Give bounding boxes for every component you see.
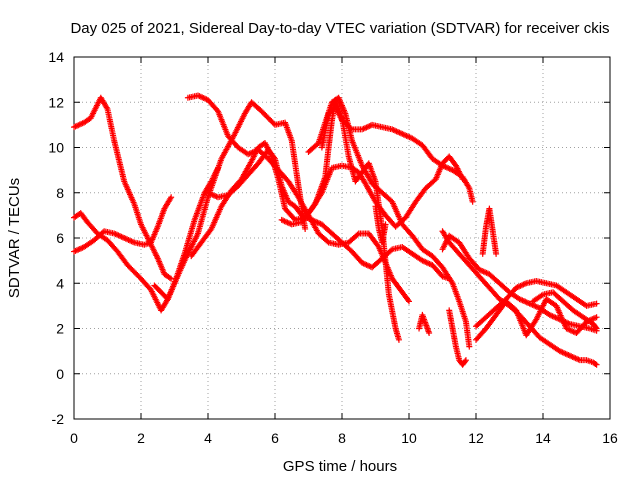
series-arc-16	[416, 311, 433, 337]
y-tick-label: 12	[48, 94, 64, 110]
series-arc-3	[71, 194, 175, 255]
x-tick-label: 16	[602, 430, 618, 446]
data-point	[426, 330, 433, 337]
data-point	[462, 358, 469, 365]
chart-title: Day 025 of 2021, Sidereal Day-to-day VTE…	[70, 20, 609, 37]
series-arc-17	[446, 307, 469, 368]
data-point	[302, 225, 309, 232]
data-point	[593, 361, 600, 368]
series-arc-19	[529, 289, 600, 332]
series-arc-13	[473, 277, 600, 330]
series-arc-9	[318, 103, 476, 205]
x-tick-label: 4	[204, 430, 212, 446]
series-arc-10	[278, 153, 466, 230]
series-arc-14	[473, 296, 600, 343]
data-point	[466, 343, 473, 350]
data-point	[593, 300, 600, 307]
series-arc-7	[205, 146, 453, 282]
series-arc-12	[439, 232, 600, 334]
x-axis-label: GPS time / hours	[283, 458, 397, 475]
y-tick-label: -2	[52, 411, 65, 427]
y-tick-label: 10	[48, 140, 64, 156]
x-tick-label: 12	[468, 430, 484, 446]
y-tick-label: 8	[56, 185, 64, 201]
data-point	[166, 274, 173, 281]
axis-ticks: 0 2 4 6 8 10 12 14 16 -2 0 2 4 6 8 10 12 14	[48, 49, 618, 446]
data-point	[493, 250, 500, 257]
data-point	[593, 314, 600, 321]
data-point	[215, 164, 222, 171]
y-tick-label: 14	[48, 49, 64, 65]
data-point	[469, 198, 476, 205]
data-point	[406, 298, 412, 305]
data-point	[168, 194, 175, 201]
data-point	[593, 325, 600, 332]
y-tick-label: 6	[56, 230, 64, 246]
x-tick-label: 2	[137, 430, 145, 446]
x-tick-label: 0	[70, 430, 78, 446]
data-point	[462, 357, 469, 364]
data-point	[395, 336, 402, 343]
data-point	[592, 324, 599, 331]
y-axis-label: SDTVAR / TECUs	[6, 178, 23, 298]
y-tick-label: 4	[56, 275, 64, 291]
x-tick-label: 6	[271, 430, 279, 446]
series-arc-18	[372, 203, 389, 246]
series-arc-1	[71, 94, 175, 282]
x-tick-label: 8	[338, 430, 346, 446]
data-point	[404, 296, 411, 303]
series-arc-15	[479, 205, 500, 257]
data-point	[271, 154, 278, 161]
data-point	[168, 275, 175, 282]
data-points	[71, 92, 600, 368]
y-tick-label: 2	[56, 321, 64, 337]
y-tick-label: 0	[56, 366, 64, 382]
series-arc-8	[305, 94, 473, 350]
x-tick-label: 10	[401, 430, 417, 446]
data-point	[382, 221, 389, 228]
data-point	[354, 231, 361, 238]
data-point	[459, 176, 466, 183]
data-point	[347, 125, 354, 132]
data-point	[592, 360, 599, 367]
series-arc-4	[151, 164, 222, 303]
x-tick-label: 14	[535, 430, 551, 446]
